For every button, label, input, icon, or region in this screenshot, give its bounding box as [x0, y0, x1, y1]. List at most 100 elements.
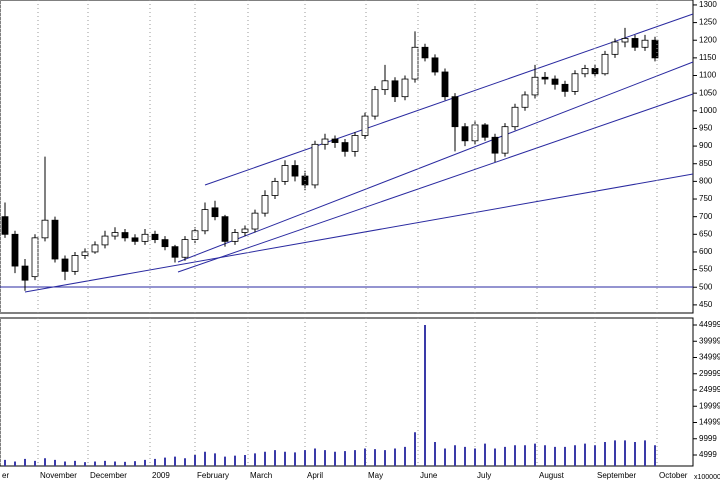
- y-tick-label: 39999: [699, 336, 720, 345]
- candle-body: [481, 124, 489, 138]
- candle-body: [351, 135, 359, 152]
- volume-bar: [204, 451, 206, 466]
- y-tick-label: 450: [699, 300, 713, 309]
- x-tick-label: August: [539, 471, 565, 480]
- candle-body: [451, 96, 459, 128]
- volume-bar: [104, 460, 106, 466]
- candle-body: [391, 80, 399, 98]
- x-tick-label: July: [477, 471, 491, 480]
- candle-body: [91, 244, 99, 253]
- candle-body: [581, 68, 589, 75]
- volume-bar: [464, 446, 466, 466]
- candle-body: [131, 237, 139, 242]
- volume-bar: [164, 457, 166, 466]
- volume-bar: [244, 454, 246, 466]
- y-tick-label: 700: [699, 212, 713, 221]
- x-tick-label: er: [2, 471, 9, 480]
- volume-bar: [314, 448, 316, 466]
- candle-body: [381, 80, 389, 91]
- candle-body: [81, 251, 89, 256]
- volume-bar: [534, 443, 536, 466]
- x-tick-label: September: [597, 471, 636, 480]
- candle-body: [271, 180, 279, 196]
- candle-body: [401, 78, 409, 98]
- candle-body: [541, 76, 549, 80]
- candle-body: [411, 46, 419, 80]
- volume-bar: [564, 446, 566, 466]
- candle-body: [651, 39, 659, 59]
- candle-body: [21, 265, 29, 281]
- volume-bar: [284, 451, 286, 466]
- candle-body: [261, 195, 269, 214]
- volume-bar: [74, 460, 76, 466]
- volume-bar: [184, 458, 186, 466]
- y-tick-label: 24999: [699, 385, 720, 394]
- candle-body: [31, 237, 39, 278]
- y-tick-label: 19999: [699, 401, 720, 410]
- volume-bar: [324, 450, 326, 466]
- volume-bar: [554, 446, 556, 466]
- y-tick-label: 850: [699, 159, 713, 168]
- y-tick-label: 1000: [699, 106, 717, 115]
- volume-bar: [544, 445, 546, 466]
- volume-bar: [174, 456, 176, 466]
- y-tick-label: 29999: [699, 369, 720, 378]
- volume-bar: [194, 454, 196, 466]
- volume-bar: [154, 458, 156, 466]
- volume-bar: [264, 451, 266, 466]
- volume-bar: [424, 325, 426, 466]
- candle-body: [601, 53, 609, 75]
- candle-body: [281, 165, 289, 182]
- candle-body: [11, 233, 19, 267]
- candle-body: [231, 232, 239, 242]
- candle-body: [101, 235, 109, 246]
- candle-body: [641, 39, 649, 48]
- volume-bar: [414, 432, 416, 466]
- candle-body: [71, 255, 79, 272]
- volume-bar: [384, 450, 386, 466]
- x-tick-label: May: [368, 471, 383, 480]
- y-tick-label: 650: [699, 229, 713, 238]
- volume-bar: [24, 458, 26, 466]
- volume-bar: [344, 451, 346, 466]
- y-tick-label: 1250: [699, 18, 717, 27]
- candle-body: [571, 73, 579, 92]
- volume-bar: [394, 448, 396, 466]
- trend-line: [177, 93, 694, 273]
- volume-bar: [4, 459, 6, 466]
- volume-bar: [84, 462, 86, 466]
- candle-body: [251, 212, 259, 230]
- candle-body: [341, 142, 349, 152]
- volume-bar: [514, 445, 516, 466]
- y-tick-label: 1050: [699, 88, 717, 97]
- volume-bar: [94, 461, 96, 466]
- candle-body: [51, 219, 59, 260]
- y-tick-label: 1300: [699, 0, 717, 9]
- candle-body: [611, 41, 619, 55]
- volume-bar: [334, 451, 336, 466]
- volume-bar: [494, 448, 496, 466]
- volume-bar: [144, 459, 146, 466]
- candle-body: [371, 89, 379, 117]
- candle-body: [331, 138, 339, 143]
- candle-body: [1, 216, 9, 235]
- volume-bar: [214, 453, 216, 466]
- volume-bar: [114, 461, 116, 466]
- x-tick-label: June: [420, 471, 438, 480]
- candle-body: [121, 232, 129, 239]
- volume-panel: [0, 317, 694, 467]
- y-tick-label: 500: [699, 282, 713, 291]
- volume-bar: [604, 441, 606, 466]
- volume-bar: [584, 443, 586, 466]
- candle-body: [181, 239, 189, 258]
- volume-bar: [64, 461, 66, 466]
- volume-bar: [504, 446, 506, 466]
- candle-body: [311, 143, 319, 186]
- candle-body: [441, 71, 449, 98]
- y-tick-label: 550: [699, 265, 713, 274]
- candle-body: [141, 233, 149, 242]
- price-panel: [0, 0, 694, 314]
- y-tick-label: 44999: [699, 320, 720, 329]
- volume-bar: [654, 445, 656, 466]
- candle-body: [321, 138, 329, 145]
